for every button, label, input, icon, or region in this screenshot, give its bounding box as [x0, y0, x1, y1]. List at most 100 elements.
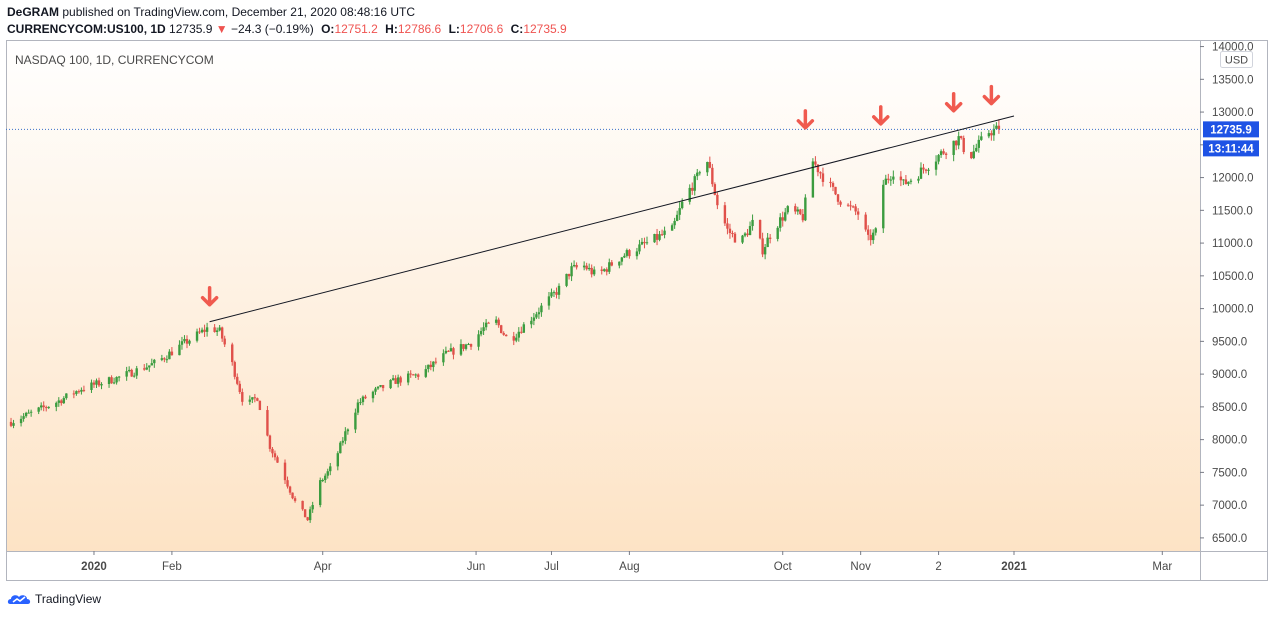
candle-down — [434, 361, 438, 363]
open-value: 12751.2 — [334, 22, 378, 36]
price-chart[interactable]: 6500.0 7000.0 7500.0 8000.0 8500.0 9000.0 9500… — [6, 40, 1268, 582]
low-label: L: — [448, 22, 460, 36]
candle-up — [449, 348, 453, 352]
candle-up — [706, 161, 709, 173]
currency-label[interactable]: USD — [1225, 55, 1248, 67]
candle-up — [477, 334, 480, 347]
candle-up — [308, 509, 312, 521]
down-arrow-icon — [872, 105, 890, 126]
candle-down — [758, 219, 762, 239]
candle-down — [733, 233, 737, 243]
time-axis-area[interactable] — [6, 551, 1201, 581]
candle-up — [248, 399, 252, 402]
candle-down — [447, 350, 450, 352]
candle-up — [645, 242, 649, 244]
candle-down — [864, 214, 867, 230]
candle-up — [675, 214, 679, 221]
candle-up — [696, 172, 699, 177]
price-change: −24.3 (−0.19%) — [231, 22, 314, 36]
resistance-trendline — [209, 115, 1015, 323]
author-name[interactable]: DeGRAM — [7, 5, 60, 19]
y-tick-label: 9500.0 — [1212, 336, 1247, 348]
candle-up — [115, 377, 118, 383]
candle-up — [763, 247, 767, 255]
candle-down — [761, 238, 764, 255]
overlays-layer — [6, 84, 1200, 323]
candle-up — [673, 220, 676, 226]
candle-down — [9, 421, 13, 426]
candle-up — [658, 234, 661, 240]
candle-up — [680, 201, 684, 209]
candle-down — [691, 187, 694, 191]
candle-down — [233, 362, 236, 377]
chart-container[interactable]: 6500.0 7000.0 7500.0 8000.0 8500.0 9000.0 9500… — [6, 40, 1268, 587]
candle-up — [494, 319, 498, 323]
candle-down — [223, 338, 226, 345]
candle-up — [389, 379, 392, 389]
candle-down — [381, 385, 385, 389]
close-label: C: — [510, 22, 524, 36]
candle-up — [587, 267, 591, 270]
candle-up — [537, 312, 541, 315]
candle-up — [117, 376, 121, 378]
candle-up — [376, 386, 380, 389]
candle-down — [904, 179, 908, 185]
candle-up — [459, 344, 463, 355]
candle-down — [728, 228, 732, 234]
x-tick-label: Mar — [1152, 561, 1172, 573]
candle-up — [132, 375, 136, 377]
candle-up — [975, 147, 978, 152]
candle-up — [354, 412, 357, 430]
candle-down — [731, 233, 734, 235]
candle-down — [497, 319, 500, 326]
candle-up — [427, 364, 430, 370]
countdown-badge — [1203, 140, 1259, 157]
candle-down — [922, 167, 925, 170]
y-axis: 6500.0 7000.0 7500.0 8000.0 8500.0 9000.0 9500… — [1200, 42, 1259, 545]
candle-down — [711, 167, 714, 185]
candle-up — [341, 440, 345, 443]
candle-up — [776, 227, 779, 239]
candle-down — [708, 161, 712, 168]
candle-up — [635, 251, 639, 257]
candle-down — [887, 178, 890, 180]
tradingview-logo[interactable]: TradingView — [7, 592, 101, 606]
y-tick-label: 8000.0 — [1212, 435, 1247, 447]
candle-up — [786, 206, 789, 213]
candle-down — [512, 336, 515, 341]
candle-up — [195, 331, 199, 341]
candle-up — [884, 178, 887, 185]
candle-up — [670, 225, 674, 231]
candle-up — [414, 374, 417, 376]
candle-down — [846, 204, 850, 206]
currency-button[interactable] — [1220, 51, 1253, 68]
x-tick-label: Oct — [774, 561, 793, 573]
candle-up — [165, 359, 169, 361]
candle-up — [625, 250, 629, 256]
candle-up — [160, 358, 164, 360]
candle-up — [741, 235, 744, 243]
candle-up — [889, 179, 893, 181]
candle-down — [394, 378, 397, 384]
candle-up — [515, 337, 518, 341]
y-tick-label: 7000.0 — [1212, 500, 1247, 512]
symbol-label[interactable]: CURRENCYCOM:US100, 1D — [7, 22, 166, 36]
candle-up — [178, 344, 181, 356]
candle-down — [600, 269, 603, 271]
candle-up — [442, 353, 445, 363]
candle-up — [329, 466, 332, 472]
candle-down — [655, 233, 659, 240]
high-label: H: — [385, 22, 398, 36]
candle-up — [535, 314, 538, 318]
down-arrow-icon — [982, 84, 1001, 106]
y-tick-label: 11500.0 — [1212, 205, 1253, 217]
candle-up — [593, 269, 596, 275]
candle-up — [784, 212, 787, 221]
candle-up — [547, 296, 551, 306]
candle-up — [608, 262, 611, 272]
candle-up — [751, 219, 754, 227]
candle-down — [605, 269, 608, 272]
candle-up — [987, 133, 991, 137]
publish-text: published on TradingView.com, December 2… — [62, 5, 416, 19]
candle-up — [743, 233, 747, 236]
